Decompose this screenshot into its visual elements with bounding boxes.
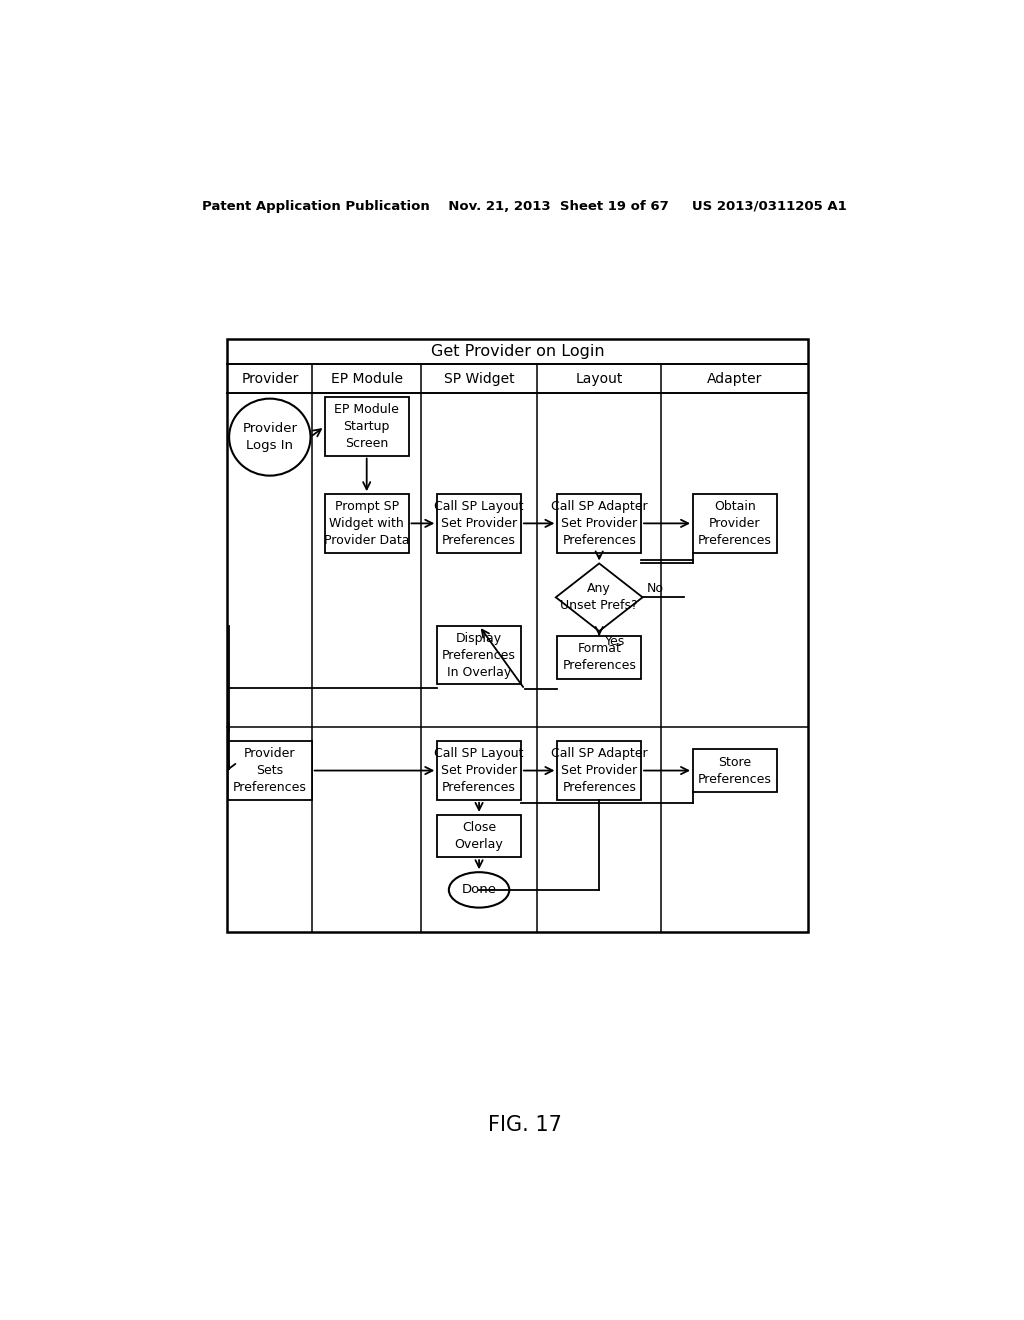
Polygon shape — [556, 564, 643, 631]
Bar — [693, 750, 776, 792]
Text: Provider
Logs In: Provider Logs In — [243, 422, 297, 453]
Text: No: No — [647, 582, 665, 594]
Bar — [325, 494, 409, 553]
Text: Call SP Adapter
Set Provider
Preferences: Call SP Adapter Set Provider Preferences — [551, 500, 647, 546]
Text: Any
Unset Prefs?: Any Unset Prefs? — [560, 582, 638, 612]
Bar — [437, 814, 521, 857]
Text: SP Widget: SP Widget — [443, 372, 514, 385]
Text: Obtain
Provider
Preferences: Obtain Provider Preferences — [698, 500, 772, 546]
Ellipse shape — [449, 873, 509, 908]
Bar — [437, 626, 521, 684]
Text: Done: Done — [462, 883, 497, 896]
Text: EP Module: EP Module — [331, 372, 402, 385]
Bar — [437, 742, 521, 800]
Text: Prompt SP
Widget with
Provider Data: Prompt SP Widget with Provider Data — [324, 500, 410, 546]
Text: Layout: Layout — [575, 372, 623, 385]
Text: Call SP Adapter
Set Provider
Preferences: Call SP Adapter Set Provider Preferences — [551, 747, 647, 795]
Bar — [557, 636, 641, 678]
Text: Adapter: Adapter — [708, 372, 763, 385]
Text: Get Provider on Login: Get Provider on Login — [431, 345, 604, 359]
Bar — [557, 742, 641, 800]
Bar — [437, 494, 521, 553]
Bar — [325, 397, 409, 455]
Text: Close
Overlay: Close Overlay — [455, 821, 504, 851]
Text: Store
Preferences: Store Preferences — [698, 755, 772, 785]
Text: Provider
Sets
Preferences: Provider Sets Preferences — [232, 747, 307, 795]
Bar — [693, 494, 776, 553]
Text: Call SP Layout
Set Provider
Preferences: Call SP Layout Set Provider Preferences — [434, 500, 524, 546]
Text: Patent Application Publication    Nov. 21, 2013  Sheet 19 of 67     US 2013/0311: Patent Application Publication Nov. 21, … — [203, 199, 847, 213]
Ellipse shape — [229, 399, 310, 475]
Text: Provider: Provider — [241, 372, 299, 385]
Text: Call SP Layout
Set Provider
Preferences: Call SP Layout Set Provider Preferences — [434, 747, 524, 795]
Bar — [227, 339, 809, 932]
Text: Format
Preferences: Format Preferences — [562, 643, 636, 672]
Bar — [557, 494, 641, 553]
Bar — [228, 742, 311, 800]
Text: EP Module
Startup
Screen: EP Module Startup Screen — [334, 403, 399, 450]
Text: Display
Preferences
In Overlay: Display Preferences In Overlay — [442, 631, 516, 678]
Text: FIG. 17: FIG. 17 — [487, 1115, 562, 1135]
Text: Yes: Yes — [605, 635, 626, 648]
